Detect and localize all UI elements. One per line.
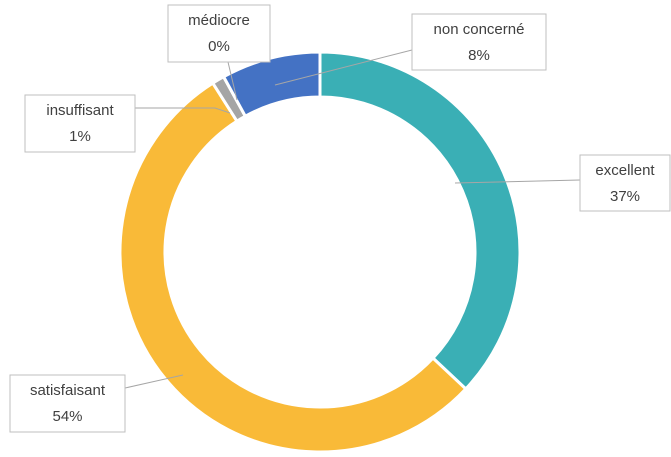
category-label: non concerné	[434, 21, 525, 38]
label-box	[579, 154, 671, 212]
donut-slice	[318, 50, 522, 392]
value-label: 0%	[208, 38, 230, 55]
leader-line	[227, 61, 238, 101]
donut-slice	[221, 50, 322, 119]
leader-line	[274, 49, 413, 86]
leader-line	[124, 374, 184, 389]
category-label: insuffisant	[46, 102, 114, 119]
value-label: 1%	[69, 128, 91, 145]
label-box	[24, 94, 136, 153]
label-box	[9, 374, 126, 433]
category-label: satisfaisant	[30, 382, 106, 399]
leader-line	[135, 107, 231, 114]
value-label: 8%	[468, 47, 490, 64]
donut-slice	[118, 81, 468, 454]
value-label: 37%	[610, 188, 640, 205]
category-label: excellent	[595, 162, 655, 179]
category-label: médiocre	[188, 12, 250, 29]
value-label: 54%	[52, 408, 82, 425]
label-box	[411, 13, 547, 71]
leader-line	[454, 179, 581, 184]
label-box	[167, 4, 271, 63]
